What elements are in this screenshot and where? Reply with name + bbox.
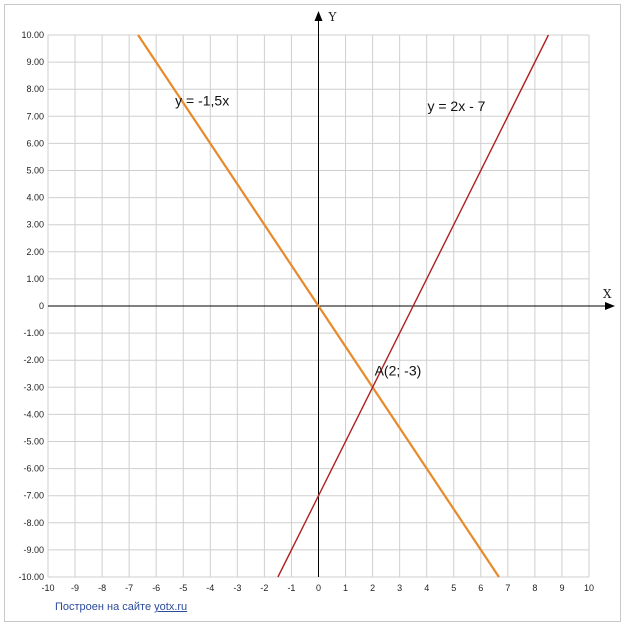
credit-text: Построен на сайте [55, 601, 155, 613]
x-tick-label: -10 [41, 583, 54, 593]
x-tick-label: -5 [179, 583, 187, 593]
y-tick-label: 7.00 [26, 111, 44, 121]
y-tick-label: -5.00 [23, 437, 44, 447]
y-tick-label: -10.00 [18, 572, 44, 582]
credit-line: Построен на сайте yotx.ru [55, 601, 187, 613]
x-tick-label: -8 [98, 583, 106, 593]
x-tick-label: 5 [451, 583, 456, 593]
y-tick-label: 3.00 [26, 220, 44, 230]
tick-labels: -10 -9 -8 -7 -6 -5 -4 -3 -2 -1 0 1 2 3 4 5 6 7 8 9 1010.009.… [18, 30, 594, 593]
y-tick-label: 6.00 [26, 138, 44, 148]
y-tick-label: 9.00 [26, 57, 44, 67]
y-axis-label: Y [328, 10, 338, 24]
y-tick-label: 5.00 [26, 166, 44, 176]
y-tick-label: -9.00 [23, 545, 44, 555]
y-tick-label: -4.00 [23, 409, 44, 419]
x-tick-label: 8 [532, 583, 537, 593]
y-axis-arrow [314, 11, 323, 21]
x-tick-label: 10 [584, 583, 594, 593]
x-tick-label: -9 [71, 583, 79, 593]
x-axis-arrow [605, 302, 615, 310]
y-tick-label: 10.00 [21, 30, 44, 40]
series-lines [137, 34, 550, 578]
x-tick-label: 1 [343, 583, 348, 593]
chart-plot: XY -10 -9 -8 -7 -6 -5 -4 -3 -2 -1 0 1 2 3 4 5 6 7 8 9 1010.0… [18, 10, 615, 593]
y-tick-label: -2.00 [23, 355, 44, 365]
y-tick-label: 0 [39, 301, 44, 311]
x-tick-label: 9 [559, 583, 564, 593]
y-tick-label: 1.00 [26, 274, 44, 284]
credit-link[interactable]: yotx.ru [154, 601, 188, 613]
x-tick-label: 3 [397, 583, 402, 593]
x-tick-label: 0 [316, 583, 321, 593]
axes: XY [48, 10, 615, 577]
x-tick-label: 4 [424, 583, 429, 593]
x-tick-label: -4 [206, 583, 214, 593]
x-tick-label: 6 [478, 583, 483, 593]
series-line [137, 34, 500, 578]
point-label: A(2; -3) [375, 362, 422, 378]
series-label: y = -1,5x [175, 92, 229, 108]
x-tick-label: -3 [233, 583, 241, 593]
series-line [277, 34, 550, 578]
x-axis-label: X [603, 287, 612, 301]
x-tick-label: -2 [260, 583, 268, 593]
y-tick-label: 8.00 [26, 84, 44, 94]
y-tick-label: -6.00 [23, 464, 44, 474]
y-tick-label: -3.00 [23, 382, 44, 392]
x-tick-label: -7 [125, 583, 133, 593]
x-tick-label: 2 [370, 583, 375, 593]
y-tick-label: 2.00 [26, 247, 44, 257]
y-tick-label: -1.00 [23, 328, 44, 338]
y-tick-label: -7.00 [23, 491, 44, 501]
x-tick-label: -1 [287, 583, 295, 593]
y-tick-label: 4.00 [26, 193, 44, 203]
x-tick-label: -6 [152, 583, 160, 593]
series-label: y = 2x - 7 [427, 98, 485, 114]
x-tick-label: 7 [505, 583, 510, 593]
chart-labels: y = -1,5x y = 2x - 7 A(2; -3) [175, 92, 486, 378]
y-tick-label: -8.00 [23, 518, 44, 528]
